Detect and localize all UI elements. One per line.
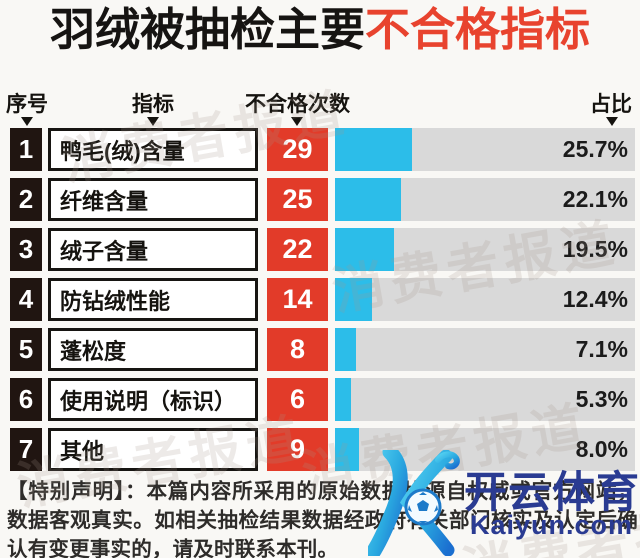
row-count-badge: 6 — [267, 378, 328, 421]
row-percentage: 25.7% — [562, 136, 628, 162]
row-indicator-label: 纤维含量 — [48, 178, 258, 221]
row-bar-fill — [335, 228, 394, 271]
row-percentage: 5.3% — [575, 386, 628, 412]
row-bar-fill — [335, 378, 351, 421]
table-row: 4 防钻绒性能 14 12.4% — [0, 278, 640, 321]
table-row: 3 绒子含量 22 19.5% — [0, 228, 640, 271]
row-indicator-label: 其他 — [48, 428, 258, 471]
down-pointer-icon — [291, 117, 303, 126]
row-indicator-label: 防钻绒性能 — [48, 278, 258, 321]
row-bar-fill — [335, 178, 402, 221]
kaiyun-k-soccer-icon — [368, 450, 460, 556]
row-index-badge: 4 — [10, 278, 42, 321]
row-bar-fill — [335, 328, 357, 371]
column-header-share: 占比 — [590, 93, 632, 116]
row-percentage: 7.1% — [575, 336, 628, 362]
row-count-badge: 22 — [267, 228, 328, 271]
column-header-count: 不合格次数 — [245, 93, 350, 116]
disclaimer-text: 【特别声明】：本篇内容所采用的原始数据均源自权威或官方网站，数据客观真实。如相关… — [7, 480, 638, 558]
kaiyun-logo: 开云体育 Kaiyun.com — [368, 448, 640, 558]
row-indicator-label: 使用说明（标识） — [48, 378, 258, 421]
row-index-badge: 1 — [10, 128, 42, 171]
down-pointer-icon — [21, 117, 33, 126]
row-index-badge: 5 — [10, 328, 42, 371]
row-count-badge: 29 — [267, 128, 328, 171]
table-row: 1 鸭毛(绒)含量 29 25.7% — [0, 128, 640, 171]
row-count-badge: 14 — [267, 278, 328, 321]
row-bar-track: 8.0% — [335, 428, 635, 471]
column-header-indicator: 指标 — [132, 93, 174, 116]
row-index-badge: 2 — [10, 178, 42, 221]
page-title-red: 不合格指标 — [365, 4, 591, 55]
row-bar-track: 12.4% — [335, 278, 635, 321]
row-indicator-label: 绒子含量 — [48, 228, 258, 271]
row-count-badge: 9 — [267, 428, 328, 471]
row-percentage: 12.4% — [562, 286, 628, 312]
row-count-badge: 8 — [267, 328, 328, 371]
row-percentage: 22.1% — [562, 186, 628, 212]
table-row: 5 蓬松度 8 7.1% — [0, 328, 640, 371]
row-bar-fill — [335, 278, 373, 321]
table-row: 2 纤维含量 25 22.1% — [0, 178, 640, 221]
row-index-badge: 6 — [10, 378, 42, 421]
page-title-black: 羽绒被抽检主要 — [49, 4, 365, 55]
down-pointer-icon — [606, 117, 618, 126]
kaiyun-logo-cn-text: 开云体育 — [464, 469, 640, 517]
page-title: 羽绒被抽检主要不合格指标 — [0, 2, 640, 58]
table-row: 7 其他 9 8.0% — [0, 428, 640, 471]
row-indicator-label: 鸭毛(绒)含量 — [48, 128, 258, 171]
row-percentage: 8.0% — [575, 436, 628, 462]
row-bar-track: 5.3% — [335, 378, 635, 421]
row-bar-fill — [335, 128, 413, 171]
row-percentage: 19.5% — [562, 236, 628, 262]
column-header-no: 序号 — [6, 93, 48, 116]
row-index-badge: 7 — [10, 428, 42, 471]
kaiyun-logo-en-text: Kaiyun.com — [470, 510, 634, 540]
table-row: 6 使用说明（标识） 6 5.3% — [0, 378, 640, 421]
row-bar-track: 7.1% — [335, 328, 635, 371]
row-bar-fill — [335, 428, 359, 471]
row-index-badge: 3 — [10, 228, 42, 271]
row-bar-track: 19.5% — [335, 228, 635, 271]
row-indicator-label: 蓬松度 — [48, 328, 258, 371]
row-bar-track: 25.7% — [335, 128, 635, 171]
row-count-badge: 25 — [267, 178, 328, 221]
down-pointer-icon — [147, 117, 159, 126]
row-bar-track: 22.1% — [335, 178, 635, 221]
